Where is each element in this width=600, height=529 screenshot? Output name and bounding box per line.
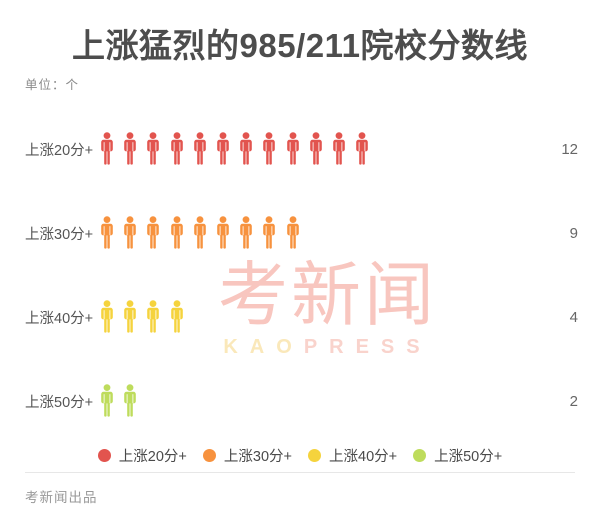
row-icons: [97, 132, 372, 166]
row-icons: [97, 300, 187, 334]
person-icon: [352, 132, 372, 166]
infographic-page: 上涨猛烈的985/211院校分数线 单位：个 考新闻 KAOPRESS 上涨20…: [0, 19, 600, 529]
person-icon: [97, 132, 117, 166]
person-icon: [283, 132, 303, 166]
person-icon: [259, 216, 279, 250]
row-value: 4: [569, 308, 578, 326]
legend-item: 上涨30分+: [202, 445, 292, 466]
person-icon: [143, 300, 163, 334]
row-label: 上涨50分+: [25, 394, 94, 411]
row-label: 上涨20分+: [25, 142, 94, 159]
person-icon: [97, 300, 117, 334]
row-icons: [97, 216, 303, 250]
legend-item: 上涨20分+: [97, 445, 187, 466]
legend-item: 上涨50分+: [413, 445, 502, 466]
row-value: 12: [561, 140, 578, 158]
legend-label: 上涨50分+: [434, 449, 503, 465]
person-icon: [213, 132, 233, 166]
person-icon: [236, 132, 256, 166]
row-value: 9: [569, 224, 578, 242]
legend-label: 上涨40分+: [329, 449, 398, 465]
legend-label: 上涨20分+: [118, 449, 187, 465]
person-icon: [143, 216, 163, 250]
chart-row: 上涨50分+ 2: [25, 359, 578, 443]
legend-dot-icon: [202, 449, 216, 462]
row-value: 2: [569, 392, 578, 410]
chart-row: 上涨30分+ 9: [25, 191, 578, 275]
legend-dot-icon: [413, 449, 427, 462]
legend-dot-icon: [308, 449, 321, 462]
person-icon: [190, 216, 210, 250]
chart-row: 上涨20分+ 12: [25, 107, 578, 191]
row-label: 上涨40分+: [25, 310, 94, 327]
row-label: 上涨30分+: [25, 226, 94, 243]
person-icon: [259, 132, 279, 166]
person-icon: [190, 132, 210, 166]
person-icon: [236, 216, 256, 250]
person-icon: [97, 384, 117, 418]
chart-row: 上涨40分+ 4: [25, 275, 578, 359]
legend-label: 上涨30分+: [223, 449, 292, 465]
person-icon: [120, 132, 140, 166]
divider-line: [25, 472, 575, 473]
person-icon: [120, 300, 140, 334]
person-icon: [213, 216, 233, 250]
person-icon: [97, 216, 117, 250]
person-icon: [329, 132, 349, 166]
person-icon: [120, 216, 140, 250]
person-icon: [120, 384, 140, 418]
legend-item: 上涨40分+: [308, 445, 397, 466]
footer-credit: 考新闻出品: [25, 490, 98, 505]
person-icon: [167, 300, 187, 334]
person-icon: [306, 132, 326, 166]
row-icons: [97, 384, 140, 418]
pictogram-chart: 上涨20分+ 12 上涨30分+ 9 上涨40分+ 4 上涨50分+ 2: [25, 107, 578, 443]
person-icon: [167, 132, 187, 166]
person-icon: [143, 132, 163, 166]
page-title: 上涨猛烈的985/211院校分数线: [72, 27, 528, 64]
legend-dot-icon: [97, 449, 111, 462]
unit-label: 单位：个: [25, 78, 80, 92]
person-icon: [283, 216, 303, 250]
chart-legend: 上涨20分+ 上涨30分+ 上涨40分+ 上涨50分+: [0, 445, 600, 466]
person-icon: [167, 216, 187, 250]
